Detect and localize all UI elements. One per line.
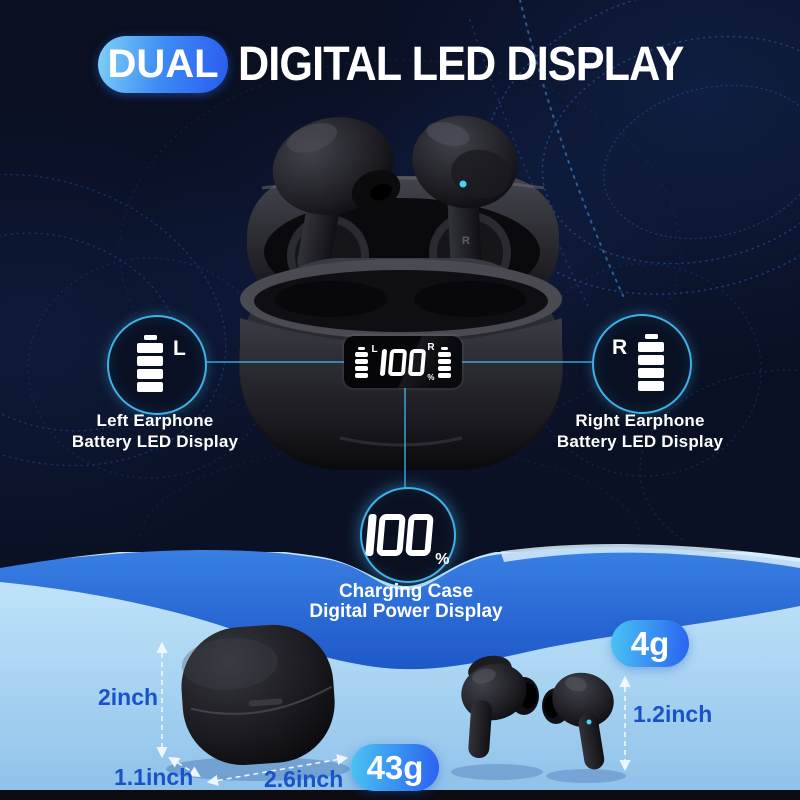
battery-icon [137,335,163,392]
charging-case-power-callout: % [360,487,456,583]
bottom-strip [0,790,800,800]
left-earbud-in-case [272,117,401,278]
page-title: DIGITAL LED DISPLAY [238,38,684,91]
charging-case-illustration: R [239,115,563,470]
earbud-weight-badge: 4g [611,620,689,667]
right-earbud-in-case: R [412,115,518,276]
power-percent-sign: % [435,551,450,568]
title-badge: DUAL [98,36,228,93]
power-callout-label: Charging Case Digital Power Display [309,581,503,622]
earbuds-illustration [461,655,614,770]
left-battery-callout: L [107,315,207,415]
case-depth-arrow [168,756,201,778]
display-percent-sign: % [427,373,435,382]
display-right-letter: R [427,342,435,353]
battery-icon [437,346,451,378]
case-depth-label: 1.1inch [114,764,194,790]
case-width-label: 2.6inch [264,766,344,792]
display-left-letter: L [371,344,378,355]
display-battery-value [379,348,426,376]
dimension-arrows [156,641,631,786]
right-callout-label: Right Earphone Battery LED Display [556,411,724,451]
power-value [364,514,434,556]
earbud-height-label: 1.2inch [633,701,713,727]
case-led-display: L R % [344,336,462,388]
battery-icon [355,346,369,378]
case-height-label: 2inch [98,684,159,710]
right-battery-callout: R [592,314,692,414]
left-channel-letter: L [173,337,186,360]
case-weight-badge: 43g [351,744,439,791]
battery-icon [638,334,664,391]
mini-case-illustration [181,624,335,766]
right-channel-letter: R [612,336,628,359]
left-callout-label: Left Earphone Battery LED Display [71,411,239,451]
title-badge-label: DUAL [107,42,219,86]
right-earbud-marking: R [462,235,470,247]
